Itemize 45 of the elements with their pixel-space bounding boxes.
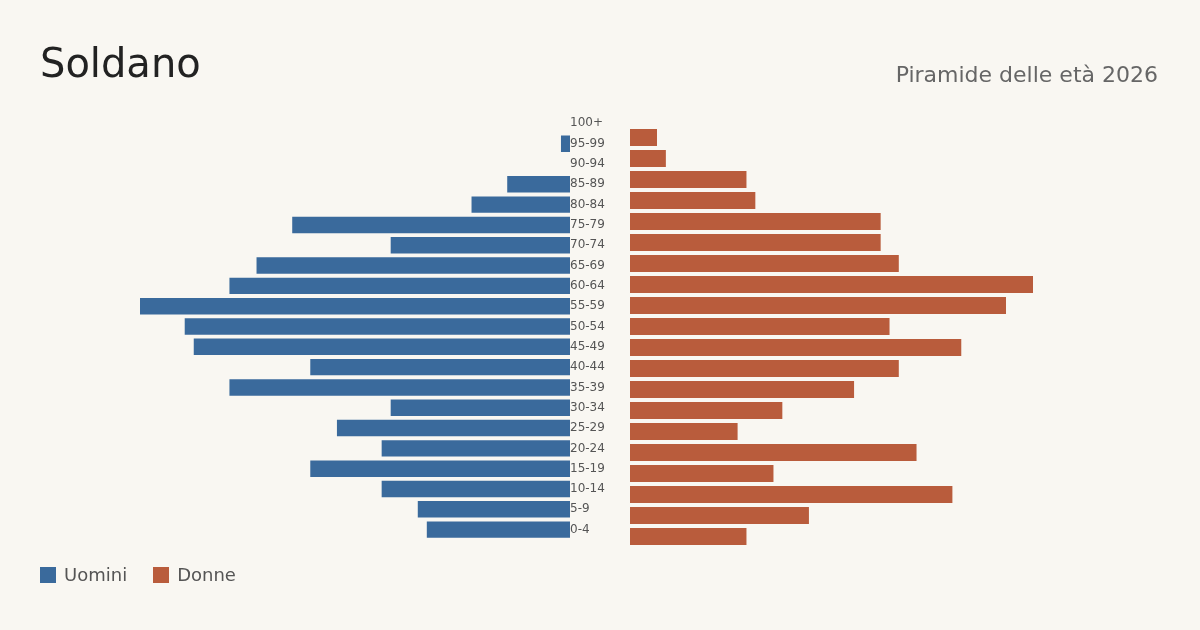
y-tick-label: 95-99 <box>570 135 605 150</box>
y-tick-label: 90-94 <box>570 156 605 171</box>
legend-label: Uomini <box>63 564 128 585</box>
bar <box>630 213 881 231</box>
bar <box>630 381 855 399</box>
legend-label: Donne <box>176 564 236 585</box>
bar <box>630 360 899 378</box>
bar <box>630 339 962 357</box>
y-tick-label: 0-4 <box>570 521 590 536</box>
y-tick-label: 30-34 <box>570 399 605 414</box>
bar <box>630 171 747 189</box>
bar <box>630 507 809 525</box>
chart-title: Soldano <box>40 40 201 86</box>
y-tick-label: 40-44 <box>570 359 605 374</box>
bar <box>630 528 747 546</box>
y-tick-label: 55-59 <box>570 298 605 313</box>
y-tick-label: 80-84 <box>570 196 605 211</box>
y-tick-label: 100+ <box>570 115 603 130</box>
bar <box>630 255 899 273</box>
bar <box>630 297 1006 315</box>
y-tick-label: 10-14 <box>570 481 605 496</box>
y-tick-label: 20-24 <box>570 440 605 455</box>
y-tick-label: 65-69 <box>570 257 605 272</box>
bar <box>630 150 666 168</box>
y-tick-label: 45-49 <box>570 338 605 353</box>
chart-subtitle: Piramide delle età 2026 <box>895 62 1158 87</box>
bar <box>630 444 917 462</box>
bar <box>630 423 738 441</box>
y-tick-label: 85-89 <box>570 176 605 191</box>
y-tick-label: 25-29 <box>570 420 605 435</box>
y-tick-label: 75-79 <box>570 217 605 232</box>
y-tick-label: 15-19 <box>570 460 605 475</box>
y-tick-label: 50-54 <box>570 318 605 333</box>
bar <box>630 402 783 420</box>
y-tick-label: 60-64 <box>570 278 605 292</box>
bar <box>630 192 756 210</box>
y-tick-label: 35-39 <box>570 379 605 394</box>
bar <box>630 465 774 483</box>
bar <box>630 486 953 504</box>
bar <box>630 276 1033 294</box>
bar <box>630 234 881 252</box>
bar <box>630 318 890 336</box>
y-tick-label: 70-74 <box>570 237 605 252</box>
y-tick-label: 5-9 <box>570 501 590 516</box>
bar <box>630 129 657 147</box>
